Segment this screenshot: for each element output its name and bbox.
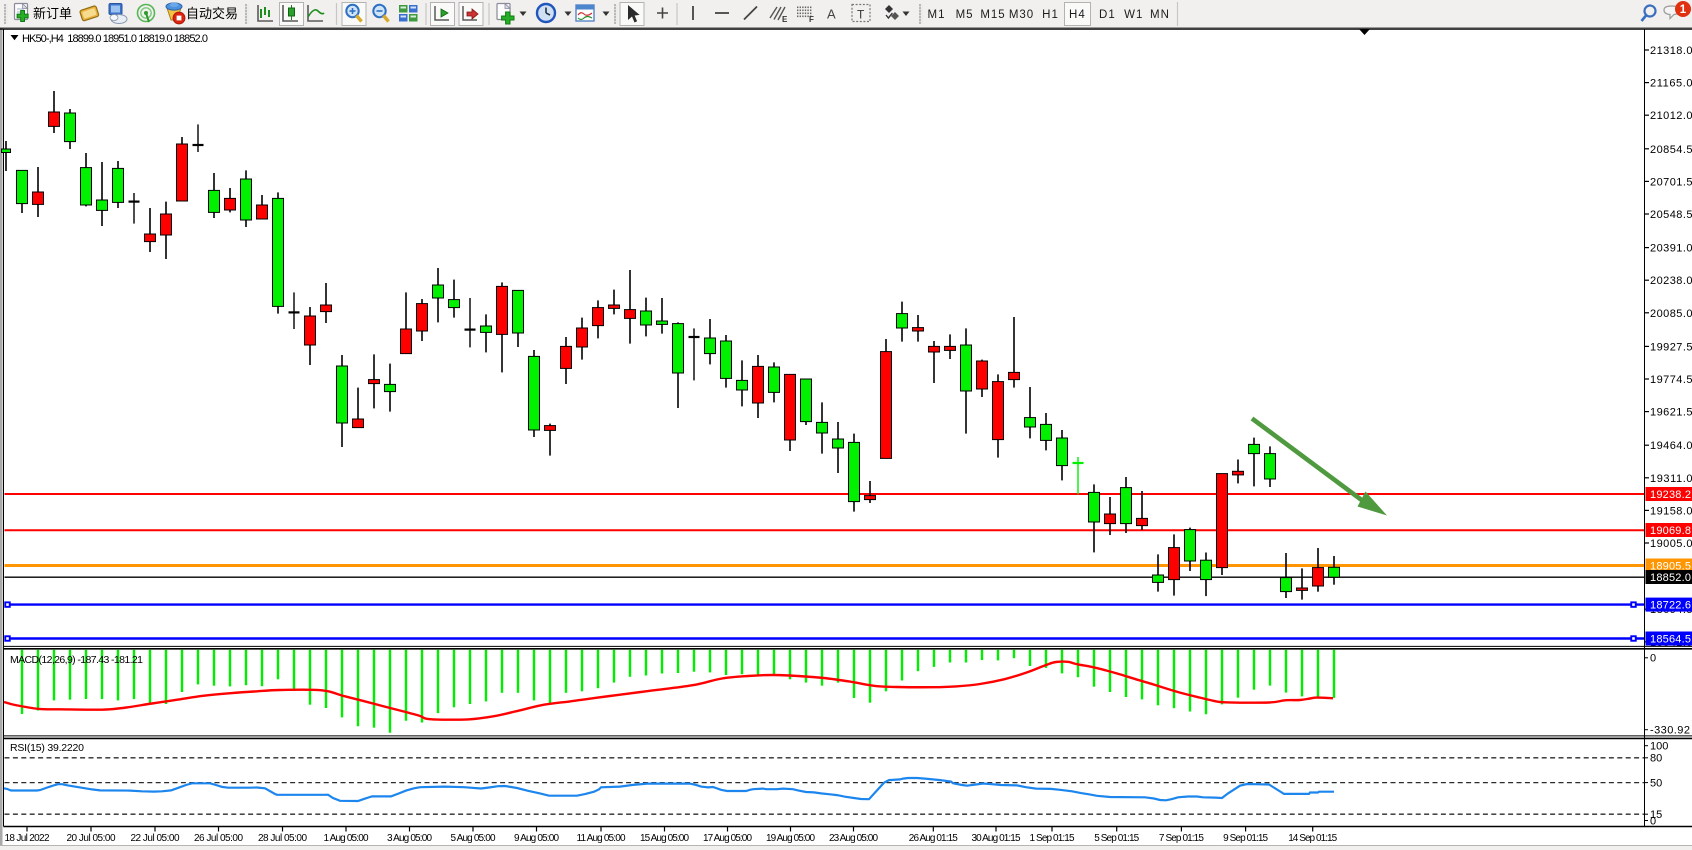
svg-text:1: 1 bbox=[1680, 4, 1687, 16]
svg-text:19774.5: 19774.5 bbox=[1650, 374, 1692, 386]
svg-text:30 Aug 01:15: 30 Aug 01:15 bbox=[972, 833, 1021, 844]
svg-text:M30: M30 bbox=[1009, 9, 1034, 21]
svg-text:M5: M5 bbox=[956, 9, 974, 21]
svg-text:22 Jul 05:00: 22 Jul 05:00 bbox=[131, 833, 180, 844]
svg-text:D1: D1 bbox=[1099, 9, 1116, 21]
svg-text:1 Sep 01:15: 1 Sep 01:15 bbox=[1030, 833, 1075, 844]
svg-text:20854.5: 20854.5 bbox=[1650, 144, 1692, 156]
svg-text:80: 80 bbox=[1650, 753, 1662, 765]
svg-text:19069.8: 19069.8 bbox=[1650, 525, 1691, 537]
svg-text:19158.0: 19158.0 bbox=[1650, 505, 1692, 517]
svg-text:19621.5: 19621.5 bbox=[1650, 407, 1692, 419]
svg-text:18 Jul 2022: 18 Jul 2022 bbox=[5, 833, 50, 844]
svg-text:20238.0: 20238.0 bbox=[1650, 275, 1692, 287]
svg-text:50: 50 bbox=[1650, 777, 1662, 789]
svg-text:100: 100 bbox=[1650, 741, 1668, 753]
svg-text:W1: W1 bbox=[1124, 9, 1143, 21]
svg-text:14 Sep 01:15: 14 Sep 01:15 bbox=[1288, 833, 1337, 844]
svg-text:28 Jul 05:00: 28 Jul 05:00 bbox=[258, 833, 307, 844]
svg-text:3 Aug 05:00: 3 Aug 05:00 bbox=[387, 833, 432, 844]
svg-text:MACD(12,26,9) -187.43 -181.21: MACD(12,26,9) -187.43 -181.21 bbox=[10, 654, 143, 666]
svg-text:20391.0: 20391.0 bbox=[1650, 243, 1692, 255]
svg-text:9 Sep 01:15: 9 Sep 01:15 bbox=[1223, 833, 1268, 844]
svg-text:15 Aug 05:00: 15 Aug 05:00 bbox=[640, 833, 689, 844]
svg-text:19005.0: 19005.0 bbox=[1650, 538, 1692, 550]
svg-text:26 Aug 01:15: 26 Aug 01:15 bbox=[909, 833, 958, 844]
svg-text:23 Aug 05:00: 23 Aug 05:00 bbox=[829, 833, 878, 844]
svg-text:19464.0: 19464.0 bbox=[1650, 440, 1692, 452]
svg-text:18564.5: 18564.5 bbox=[1650, 634, 1691, 646]
svg-text:11 Aug 05:00: 11 Aug 05:00 bbox=[577, 833, 626, 844]
svg-text:20701.5: 20701.5 bbox=[1650, 176, 1692, 188]
svg-text:E: E bbox=[782, 15, 788, 24]
svg-text:18722.6: 18722.6 bbox=[1650, 600, 1691, 612]
svg-text:26 Jul 05:00: 26 Jul 05:00 bbox=[194, 833, 243, 844]
svg-text:19238.2: 19238.2 bbox=[1650, 489, 1691, 501]
svg-text:MN: MN bbox=[1150, 9, 1170, 21]
svg-text:17 Aug 05:00: 17 Aug 05:00 bbox=[703, 833, 752, 844]
svg-text:21165.0: 21165.0 bbox=[1650, 78, 1692, 90]
svg-text:21012.0: 21012.0 bbox=[1650, 110, 1692, 122]
svg-text:5 Sep 01:15: 5 Sep 01:15 bbox=[1094, 833, 1139, 844]
svg-text:20548.5: 20548.5 bbox=[1650, 209, 1692, 221]
svg-text:18905.5: 18905.5 bbox=[1650, 561, 1691, 573]
svg-text:19311.0: 19311.0 bbox=[1650, 473, 1692, 485]
svg-text:M15: M15 bbox=[980, 9, 1005, 21]
svg-text:7 Sep 01:15: 7 Sep 01:15 bbox=[1159, 833, 1204, 844]
svg-text:21318.0: 21318.0 bbox=[1650, 45, 1692, 57]
svg-text:H4: H4 bbox=[1069, 9, 1086, 21]
svg-text:T: T bbox=[857, 8, 865, 22]
svg-text:0: 0 bbox=[1650, 815, 1656, 827]
svg-text:新订单: 新订单 bbox=[33, 6, 72, 21]
svg-text:15: 15 bbox=[1650, 809, 1662, 821]
svg-text:19 Aug 05:00: 19 Aug 05:00 bbox=[766, 833, 815, 844]
svg-text:5 Aug 05:00: 5 Aug 05:00 bbox=[451, 833, 496, 844]
svg-text:18852.0: 18852.0 bbox=[1650, 572, 1691, 584]
svg-text:H1: H1 bbox=[1042, 9, 1059, 21]
svg-text:M1: M1 bbox=[928, 9, 946, 21]
svg-text:9 Aug 05:00: 9 Aug 05:00 bbox=[514, 833, 559, 844]
svg-text:RSI(15) 39.2220: RSI(15) 39.2220 bbox=[10, 742, 84, 754]
svg-text:20 Jul 05:00: 20 Jul 05:00 bbox=[67, 833, 116, 844]
svg-text:0: 0 bbox=[1650, 653, 1656, 665]
svg-text:HK50-,H4 18899.0 18951.0 1881: HK50-,H4 18899.0 18951.0 18819.0 18852.0 bbox=[22, 33, 208, 45]
svg-text:20085.0: 20085.0 bbox=[1650, 308, 1692, 320]
svg-text:1 Aug 05:00: 1 Aug 05:00 bbox=[324, 833, 369, 844]
svg-text:自动交易: 自动交易 bbox=[186, 6, 238, 21]
svg-text:-330.92: -330.92 bbox=[1650, 725, 1690, 737]
svg-text:19927.5: 19927.5 bbox=[1650, 341, 1692, 353]
svg-text:F: F bbox=[809, 15, 814, 24]
svg-text:A: A bbox=[827, 7, 836, 22]
